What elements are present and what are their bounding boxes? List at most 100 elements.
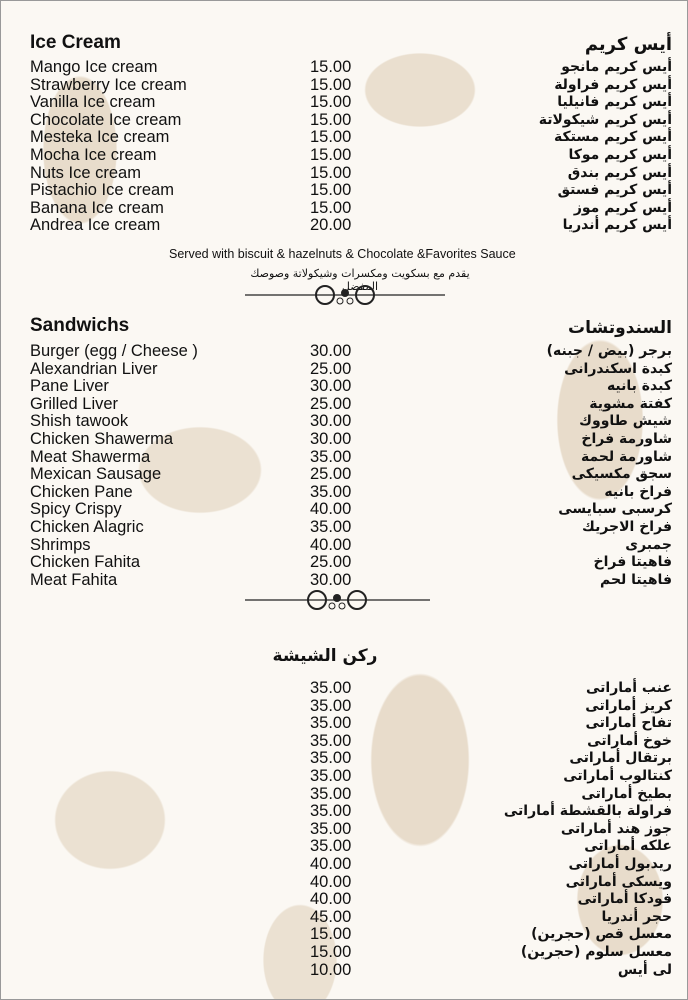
item-name: Burger (egg / Cheese ) (30, 342, 198, 360)
item-name: Andrea Ice cream (30, 216, 161, 235)
item-name-ar: علكه أماراتى (584, 838, 672, 855)
item-price: 15.00 (310, 58, 352, 76)
sandwiches-title: Sandwichs (30, 315, 130, 336)
shisha-prices: 35.00 35.00 35.00 35.00 35.00 35.00 35.00 35.00… (310, 679, 352, 979)
item-name-ar: فاهيتا لحم (599, 571, 672, 588)
item-price: 30.00 (310, 412, 352, 431)
ice-cream-note: Served with biscuit & hazelnuts & Chocol… (169, 247, 516, 261)
item-name-ar: أيس كريم فستق (557, 182, 672, 199)
ice-cream-title-ar: أيس كريم (584, 34, 672, 55)
item-name-ar: شاورمة فراخ (581, 430, 672, 447)
item-name: Chocolate Ice cream (30, 110, 182, 129)
ornament-divider (245, 285, 445, 305)
item-name-ar: سجق مكسيكى (571, 466, 672, 483)
item-price: 35.00 (310, 766, 352, 785)
item-name: Pane Liver (30, 377, 109, 396)
item-price: 15.00 (310, 942, 352, 961)
item-price: 30.00 (310, 377, 352, 396)
sandwiches-title-ar: السندوتشات (568, 318, 672, 338)
ornament-divider (245, 590, 430, 610)
item-name-ar: أيس كريم أندريا (562, 217, 672, 234)
item-price: 15.00 (310, 181, 352, 200)
item-name-ar: فراخ بانيه (604, 483, 672, 500)
sandwich-prices: 30.00 25.00 30.00 25.00 30.00 30.00 35.00 25.00… (310, 342, 352, 589)
shisha-names-ar: عنب أماراتى كريز أماراتى تفاح أماراتى خوخ أ… (452, 680, 672, 979)
item-name-ar: كنتالوب أماراتى (563, 767, 672, 784)
item-name-ar: بطيخ أماراتى (581, 785, 672, 802)
item-price: 15.00 (310, 198, 352, 217)
ice-cream-names: Mango Ice cream Strawberry Ice cream Vanil… (30, 58, 187, 235)
item-name-ar: عنب أماراتى (586, 680, 672, 696)
item-price: 25.00 (310, 394, 352, 413)
item-price: 30.00 (310, 570, 352, 589)
item-name-ar: جوز هند أماراتى (560, 820, 672, 837)
item-price: 15.00 (310, 110, 352, 129)
item-price: 15.00 (310, 925, 352, 944)
item-name-ar: كبدة بانيه (606, 378, 672, 395)
item-name-ar: برتقال أماراتى (569, 750, 672, 767)
item-name: Mango Ice cream (30, 58, 158, 76)
item-price: 10.00 (310, 960, 352, 979)
item-name-ar: أيس كريم فانيليا (557, 94, 672, 111)
sandwich-names: Burger (egg / Cheese ) Alexandrian Liver P… (30, 342, 198, 589)
item-price: 35.00 (310, 447, 352, 466)
item-name: Meat Fahita (30, 570, 118, 589)
item-name-ar: أيس كريم بندق (567, 164, 672, 181)
item-name-ar: برجر (بيض / جبنه) (546, 343, 672, 359)
item-price: 15.00 (310, 145, 352, 164)
item-name-ar: معسل سلوم (حجرين) (520, 943, 672, 960)
item-name: Meat Shawerma (30, 447, 151, 466)
item-price: 40.00 (310, 872, 352, 891)
item-price: 35.00 (310, 784, 352, 803)
item-name: Chicken Alagric (30, 517, 144, 536)
item-name-ar: شيش طاووك (579, 413, 672, 430)
item-name: Alexandrian Liver (30, 359, 158, 378)
sandwich-names-ar: برجر (بيض / جبنه) كبدة اسكندرانى كبدة باني… (452, 343, 672, 589)
item-name-ar: أيس كريم فراولة (554, 76, 672, 93)
item-name: Grilled Liver (30, 394, 119, 413)
item-price: 35.00 (310, 714, 352, 733)
ice-cream-title: Ice Cream (30, 32, 121, 53)
item-name-ar: ويسكى أماراتى (565, 873, 672, 890)
item-name-ar: تفاح أماراتى (585, 715, 672, 732)
item-name-ar: ريدبول أماراتى (568, 855, 672, 872)
item-name-ar: جمبرى (625, 536, 672, 553)
item-price: 35.00 (310, 679, 352, 697)
item-price: 35.00 (310, 517, 352, 536)
item-name: Shrimps (30, 535, 91, 554)
item-name-ar: كرسبى سبايسى (558, 501, 672, 518)
item-price: 40.00 (310, 500, 352, 519)
item-name-ar: كبدة اسكندرانى (564, 360, 672, 377)
item-name: Chicken Fahita (30, 553, 141, 572)
item-name-ar: فودكا أماراتى (577, 891, 672, 908)
item-name-ar: أيس كريم مانجو (561, 59, 672, 75)
item-price: 35.00 (310, 837, 352, 856)
ice-cream-prices: 15.00 15.00 15.00 15.00 15.00 15.00 15.00 15.00… (310, 58, 352, 235)
item-name-ar: فراخ الاجريك (582, 518, 672, 535)
item-price: 35.00 (310, 802, 352, 821)
item-name: Spicy Crispy (30, 500, 122, 519)
item-name: Chicken Pane (30, 482, 133, 501)
shisha-title-ar: ركن الشيشة (272, 646, 378, 666)
item-name-ar: لى أيس (617, 961, 672, 978)
item-name-ar: فاهيتا فراخ (593, 554, 672, 571)
item-price: 15.00 (310, 75, 352, 94)
item-price: 30.00 (310, 342, 352, 360)
item-name-ar: فراولة بالقشطة أماراتى (503, 803, 672, 820)
item-name: Mocha Ice cream (30, 145, 157, 164)
item-price: 30.00 (310, 429, 352, 448)
item-name-ar: حجر أندريا (601, 908, 672, 925)
item-price: 15.00 (310, 128, 352, 147)
item-price: 25.00 (310, 553, 352, 572)
item-price: 45.00 (310, 907, 352, 926)
item-name: Vanilla Ice cream (30, 93, 156, 112)
item-price: 35.00 (310, 731, 352, 750)
item-name-ar: أيس كريم موكا (568, 146, 672, 163)
item-price: 35.00 (310, 819, 352, 838)
item-name: Chicken Shawerma (30, 429, 174, 448)
item-name-ar: أيس كريم شيكولاتة (538, 111, 672, 128)
item-price: 25.00 (310, 359, 352, 378)
item-name-ar: شاورمة لحمة (580, 448, 672, 465)
item-price: 15.00 (310, 93, 352, 112)
